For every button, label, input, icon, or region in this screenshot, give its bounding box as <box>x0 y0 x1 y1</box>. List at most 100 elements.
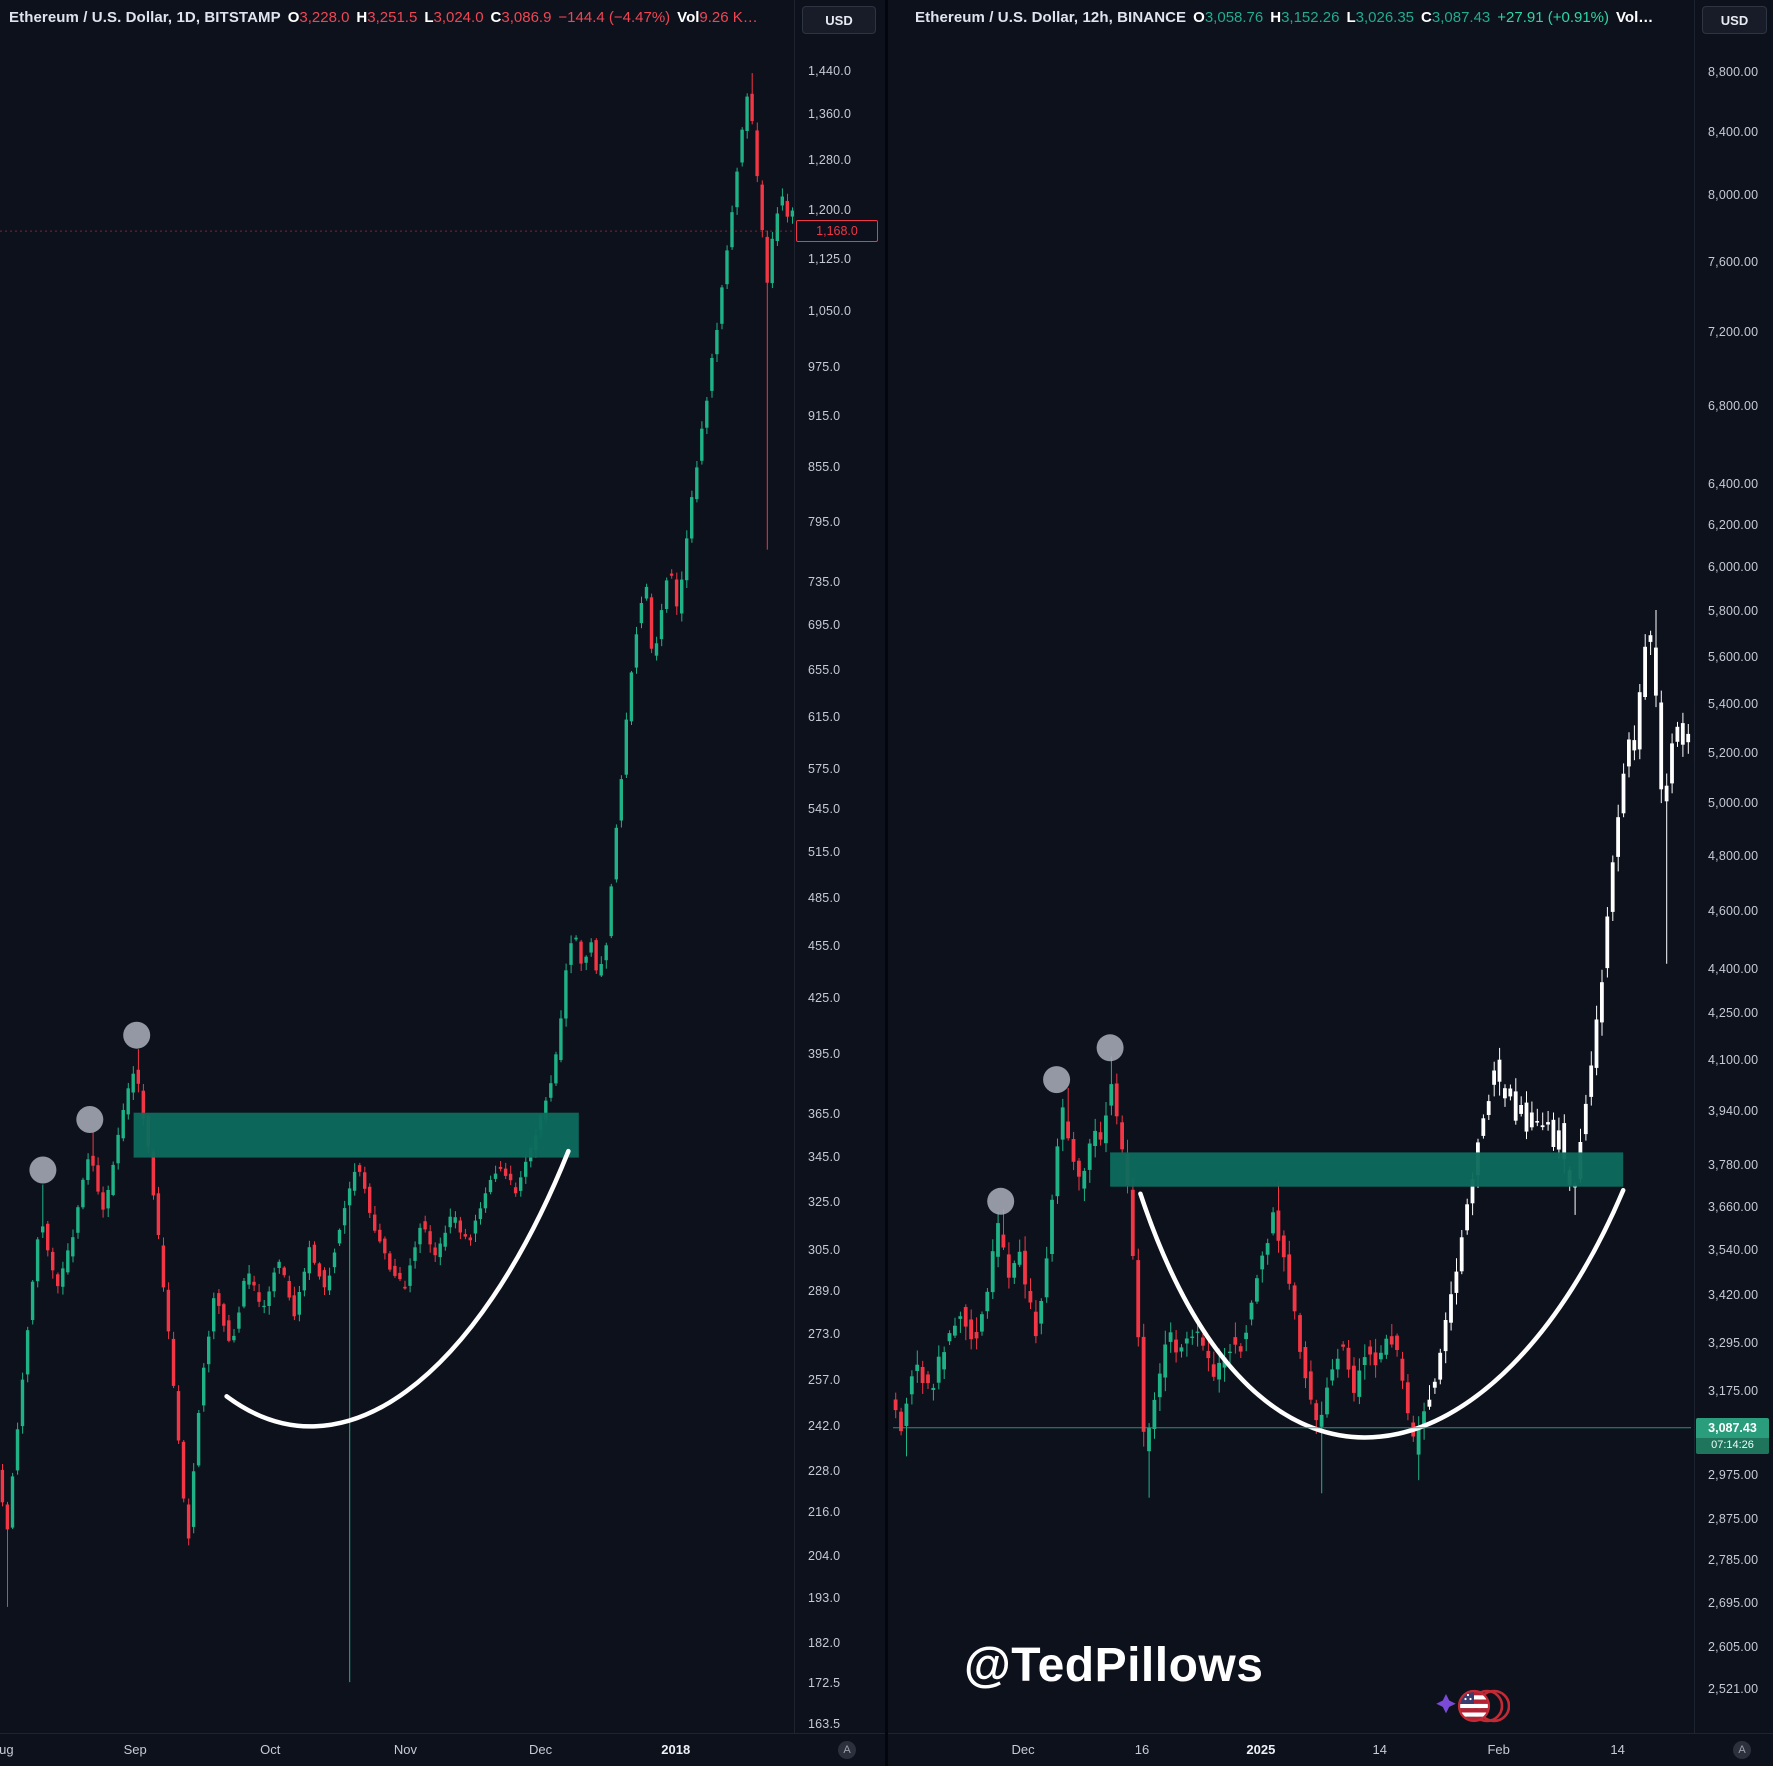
price-tick: 163.5 <box>808 1717 841 1731</box>
price-tick: 5,800.00 <box>1708 604 1759 619</box>
price-axis-right[interactable]: USD 8,800.00 8,400.00 8,000.00 7,600.00 7,20… <box>1694 0 1773 1734</box>
price-tick: 4,100.00 <box>1708 1052 1759 1067</box>
time-tick: 14 <box>1610 1742 1625 1757</box>
chart-panel-2025: Ethereum / U.S. Dollar, 12h, BINANCE O3,… <box>885 0 1773 1766</box>
price-tick: 6,400.00 <box>1708 476 1759 491</box>
price-tick: 3,660.00 <box>1708 1199 1759 1214</box>
open-value: 3,058.76 <box>1204 8 1264 26</box>
price-axis-left[interactable]: USD 1,440.0 1,360.0 1,280.0 1,200.0 1,125.0 1… <box>794 0 885 1734</box>
chart-panel-2017: Ethereum / U.S. Dollar, 1D, BITSTAMP O3,… <box>0 0 885 1766</box>
time-axis-left[interactable]: ug Sep Oct Nov Dec 2018 <box>0 1733 885 1766</box>
currency-button[interactable]: USD <box>802 6 876 34</box>
axis-settings-badge[interactable]: A <box>1733 1741 1751 1759</box>
price-tick: 4,250.00 <box>1708 1006 1759 1021</box>
price-tick: 735.0 <box>808 574 841 589</box>
candlestick-chart-2025[interactable] <box>893 0 1691 1734</box>
price-tick: 2,975.00 <box>1708 1467 1759 1482</box>
bar-countdown: 07:14:26 <box>1696 1437 1769 1454</box>
price-tick: 2,605.00 <box>1708 1639 1759 1654</box>
price-tick: 795.0 <box>808 515 841 530</box>
chart-header-left: Ethereum / U.S. Dollar, 1D, BITSTAMP O3,… <box>0 0 793 34</box>
close-value: 3,087.43 <box>1431 8 1491 26</box>
price-tick: 2,785.00 <box>1708 1553 1759 1568</box>
close-label: C <box>1421 8 1432 26</box>
volume-label: Vol <box>677 8 700 26</box>
price-tick: 305.0 <box>808 1243 841 1258</box>
price-tick: 242.0 <box>808 1419 841 1434</box>
price-tick: 1,125.0 <box>808 251 852 266</box>
price-tick: 4,800.00 <box>1708 849 1759 864</box>
symbol-title[interactable]: Ethereum / U.S. Dollar, 12h, BINANCE <box>915 8 1187 26</box>
price-tick: 3,295.00 <box>1708 1335 1759 1350</box>
price-tick: 257.0 <box>808 1373 841 1388</box>
candlestick-chart-2017[interactable] <box>0 0 795 1734</box>
price-tick: 655.0 <box>808 662 841 677</box>
price-tick: 5,400.00 <box>1708 696 1759 711</box>
price-tick: 365.0 <box>808 1106 841 1121</box>
price-tick: 1,050.0 <box>808 303 852 318</box>
price-tick: 172.5 <box>808 1676 841 1691</box>
price-tick: 615.0 <box>808 710 841 725</box>
price-tick: 7,600.00 <box>1708 254 1759 269</box>
open-label: O <box>287 8 300 26</box>
time-tick: Feb <box>1487 1742 1510 1757</box>
price-tick: 455.0 <box>808 939 841 954</box>
change-value: +27.91 (+0.91%) <box>1497 8 1610 26</box>
time-tick: Dec <box>1011 1742 1035 1757</box>
price-tick: 5,200.00 <box>1708 745 1759 760</box>
time-tick: 14 <box>1372 1742 1387 1757</box>
price-tick: 975.0 <box>808 360 841 375</box>
price-tick: 425.0 <box>808 991 841 1006</box>
price-tick: 395.0 <box>808 1046 841 1061</box>
price-tick: 1,360.0 <box>808 107 852 122</box>
high-label: H <box>356 8 368 26</box>
low-label: L <box>424 8 434 26</box>
price-tick: 6,800.00 <box>1708 398 1759 413</box>
last-price-label: 1,168.0 <box>796 220 878 243</box>
price-tick: 273.0 <box>808 1327 841 1342</box>
price-tick: 7,200.00 <box>1708 324 1759 339</box>
time-tick: Oct <box>260 1742 281 1757</box>
price-tick: 1,440.0 <box>808 64 852 78</box>
open-value: 3,228.0 <box>299 8 350 26</box>
price-tick: 2,695.00 <box>1708 1595 1759 1610</box>
price-tick: 5,600.00 <box>1708 649 1759 664</box>
price-tick: 193.0 <box>808 1590 841 1605</box>
high-value: 3,152.26 <box>1281 8 1340 26</box>
price-tick: 915.0 <box>808 408 841 423</box>
price-tick: 545.0 <box>808 802 841 817</box>
high-label: H <box>1270 8 1282 26</box>
price-tick: 1,200.0 <box>808 202 852 217</box>
time-tick: Dec <box>529 1742 553 1757</box>
symbol-title[interactable]: Ethereum / U.S. Dollar, 1D, BITSTAMP <box>9 8 281 26</box>
price-tick: 216.0 <box>808 1505 841 1520</box>
time-tick: ug <box>0 1742 14 1757</box>
price-tick: 182.0 <box>808 1635 841 1650</box>
price-tick: 8,800.00 <box>1708 65 1759 79</box>
change-value: −144.4 (−4.47%) <box>558 8 671 26</box>
high-value: 3,251.5 <box>367 8 418 26</box>
currency-button[interactable]: USD <box>1702 6 1767 34</box>
axis-settings-badge[interactable]: A <box>838 1741 856 1759</box>
price-tick: 5,000.00 <box>1708 796 1759 811</box>
price-tick: 4,600.00 <box>1708 904 1759 919</box>
price-tick: 695.0 <box>808 617 841 632</box>
price-tick: 3,420.00 <box>1708 1287 1759 1302</box>
price-tick: 3,940.00 <box>1708 1104 1759 1119</box>
chart-header-right: Ethereum / U.S. Dollar, 12h, BINANCE O3,… <box>906 0 1684 34</box>
price-tick: 485.0 <box>808 890 841 905</box>
time-axis-right[interactable]: Dec 16 2025 14 Feb 14 <box>888 1733 1773 1766</box>
low-value: 3,026.35 <box>1355 8 1415 26</box>
price-tick: 289.0 <box>808 1284 841 1299</box>
price-tick: 575.0 <box>808 761 841 776</box>
volume-label: Vol… <box>1616 8 1654 26</box>
price-tick: 8,400.00 <box>1708 125 1759 140</box>
price-tick: 204.0 <box>808 1548 841 1563</box>
price-tick: 345.0 <box>808 1149 841 1164</box>
price-tick: 3,540.00 <box>1708 1242 1759 1257</box>
low-label: L <box>1346 8 1356 26</box>
time-tick: 16 <box>1134 1742 1150 1757</box>
watermark-handle: @TedPillows <box>964 1639 1264 1692</box>
price-tick: 515.0 <box>808 845 841 860</box>
